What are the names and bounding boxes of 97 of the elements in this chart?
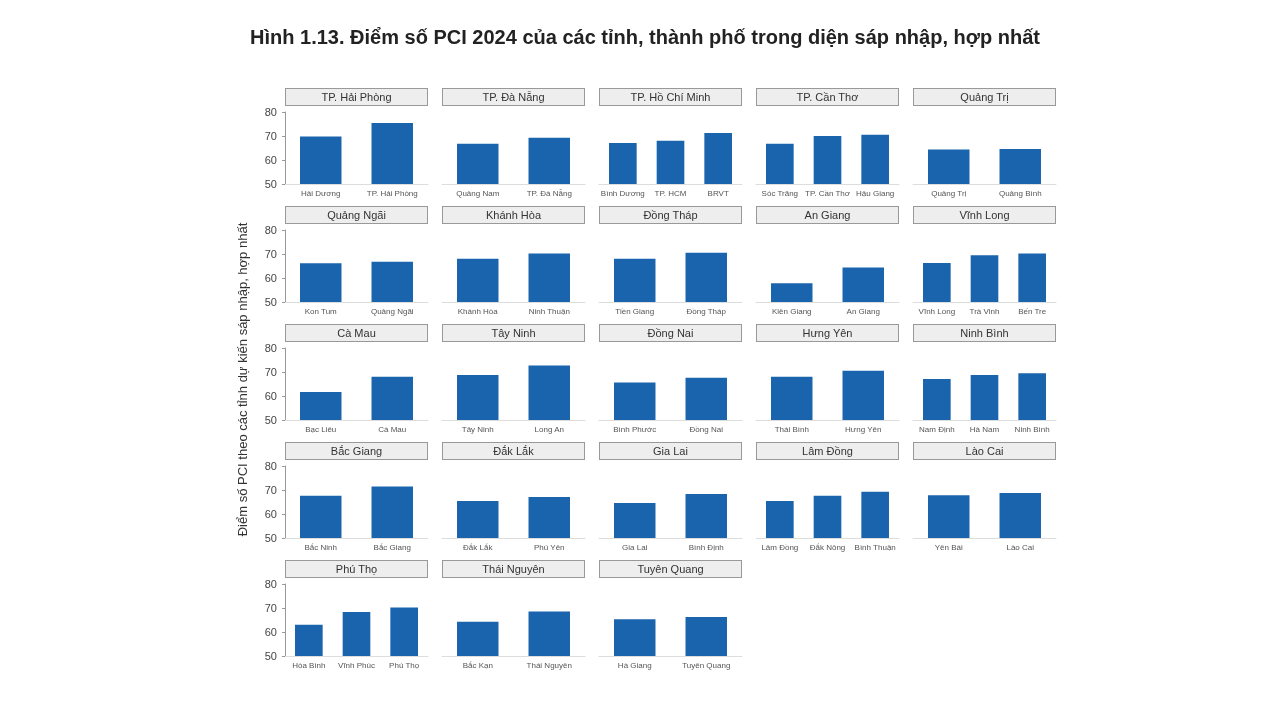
x-tick-label: Bình Phước [613,424,657,434]
chart-title: Cà Mau [285,324,428,342]
x-tick-label: Quảng Bình [998,188,1042,198]
x-tick-label: Tây Ninh [461,424,494,434]
y-tick-label: 70 [264,602,277,614]
y-tick-label: 50 [264,532,277,544]
x-tick-label: TP. Cần Thơ [805,188,851,198]
y-tick-label: 70 [264,366,277,378]
x-tick-label: TP. HCM [654,188,687,198]
y-tick-label: 50 [264,296,277,308]
y-tick-label: 50 [264,178,277,190]
x-tick-label: Lào Cai [1006,542,1035,552]
chart-title: Tuyên Quang [599,560,742,578]
x-tick-label: Bình Dương [600,188,645,198]
y-tick-label: 50 [264,414,277,426]
y-tick-label: 80 [264,106,277,118]
y-tick-label: 80 [264,460,277,472]
chart-title: Lâm Đồng [756,442,899,460]
chart-title: TP. Hải Phòng [285,88,428,106]
x-tick-label: Đắk Lắk [463,542,494,552]
x-tick-label: Lâm Đồng [761,542,799,552]
x-tick-label: Phú Yên [533,542,565,552]
x-tick-label: Hưng Yên [845,424,882,434]
x-tick-label: Long An [534,424,564,434]
x-tick-label: Kiên Giang [771,306,812,316]
chart-title: Gia Lai [599,442,742,460]
y-tick-label: 60 [264,626,277,638]
x-tick-label: Quảng Ngãi [370,306,414,316]
x-tick-label: Bắc Giang [373,542,411,552]
y-tick-label: 60 [264,508,277,520]
chart-title: Quảng Ngãi [285,206,428,224]
x-tick-label: Bình Định [688,542,724,552]
x-tick-label: Bắc Ninh [304,542,337,552]
chart-title: TP. Hồ Chí Minh [599,88,742,106]
y-tick-label: 70 [264,130,277,142]
chart-title: Tây Ninh [442,324,585,342]
x-tick-label: Đắk Nông [809,542,846,552]
chart-title: Đồng Nai [599,324,742,342]
x-tick-label: Đồng Nai [689,424,724,434]
chart-title: Vĩnh Long [913,206,1056,224]
chart-title: Quảng Trị [913,88,1056,106]
x-tick-label: Kon Tum [304,306,338,316]
x-tick-label: Vĩnh Long [918,306,956,316]
x-tick-label: Đồng Tháp [686,306,727,316]
y-tick-label: 70 [264,248,277,260]
x-tick-label: Hà Nam [969,424,1000,434]
x-tick-label: Ninh Thuận [528,306,570,316]
chart-title: Hưng Yên [756,324,899,342]
y-tick-label: 80 [264,342,277,354]
chart-title: TP. Đà Nẵng [442,88,585,106]
x-tick-label: Tiền Giang [615,306,655,316]
x-tick-label: Thái Nguyên [526,660,572,670]
x-tick-label: Bình Thuận [854,542,896,552]
x-tick-label: Hậu Giang [856,188,895,198]
chart-title: Thái Nguyên [442,560,585,578]
x-tick-label: Thái Bình [774,424,809,434]
x-tick-label: Hải Dương [300,188,341,198]
chart-title: TP. Cần Thơ [756,88,899,106]
x-tick-label: Vĩnh Phúc [338,660,375,670]
y-tick-label: 60 [264,390,277,402]
x-tick-label: Tuyên Quang [682,660,731,670]
x-tick-label: Gia Lai [622,542,648,552]
y-tick-label: 70 [264,484,277,496]
x-tick-label: Hà Giang [617,660,652,670]
x-tick-label: Cà Mau [378,424,407,434]
chart-title: Khánh Hòa [442,206,585,224]
x-tick-label: Bến Tre [1018,306,1047,316]
text: Điểm số PCI theo các tỉnh dự kiến sáp nhập, hợp nhất [234,221,250,539]
x-tick-label: Yên Bái [934,542,963,552]
text: Hình 1.13. Điểm số PCI 2024 của các tỉnh, thành phố trong diện sáp nhập, hợp nhất [249,26,1041,49]
x-tick-label: TP. Hải Phòng [366,188,418,198]
x-tick-label: TP. Đà Nẵng [526,188,572,198]
x-tick-label: Nam Định [919,424,955,434]
y-tick-label: 50 [264,650,277,662]
chart-title: Phú Thọ [285,560,428,578]
x-tick-label: Trà Vinh [969,306,1000,316]
x-tick-label: Phú Thọ [389,660,420,670]
chart-title: Ninh Bình [913,324,1056,342]
y-tick-label: 80 [264,224,277,236]
chart-title: Đắk Lắk [442,442,585,460]
x-tick-label: Sóc Trăng [761,188,799,198]
x-tick-label: Quảng Trị [931,188,967,198]
x-tick-label: Ninh Bình [1014,424,1050,434]
x-tick-label: Quảng Nam [456,188,500,198]
chart-title: Bắc Giang [285,442,428,460]
x-tick-label: An Giang [846,306,880,316]
x-tick-label: Khánh Hòa [457,306,499,316]
y-tick-label: 80 [264,578,277,590]
chart-title: An Giang [756,206,899,224]
x-tick-label: Bắc Kạn [462,660,493,670]
y-tick-label: 60 [264,272,277,284]
x-tick-label: Hòa Bình [292,660,326,670]
x-tick-label: BRVT [707,188,729,198]
y-tick-label: 60 [264,154,277,166]
chart-title: Lào Cai [913,442,1056,460]
chart-title: Đồng Tháp [599,206,742,224]
x-tick-label: Bạc Liêu [305,424,337,434]
